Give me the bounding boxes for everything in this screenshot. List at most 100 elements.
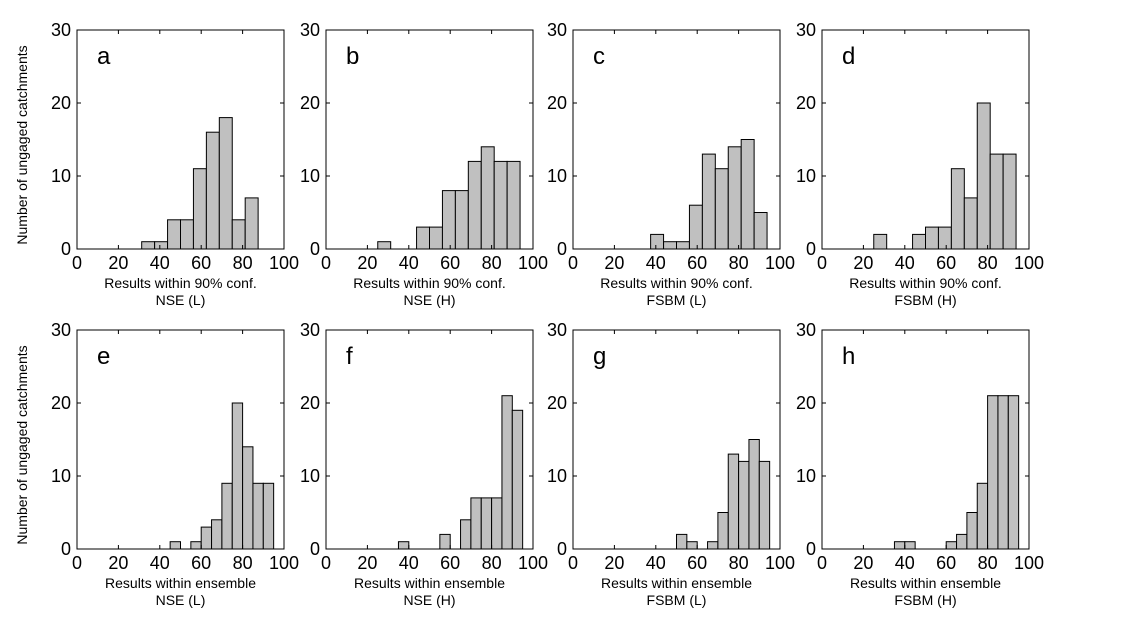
histogram-bar — [190, 541, 202, 550]
y-tick-label: 20 — [547, 93, 567, 113]
panel-letter: d — [842, 43, 855, 70]
x-tick-label: 80 — [978, 253, 998, 273]
histogram-bar — [439, 533, 451, 550]
histogram-bar — [506, 160, 521, 250]
plot-frame — [572, 29, 781, 250]
histogram-bar — [1002, 153, 1017, 250]
x-tick-label: 100 — [518, 553, 548, 573]
histogram-bar — [218, 117, 233, 250]
plot-frame — [76, 329, 285, 550]
x-tick-label: 100 — [765, 253, 795, 273]
histogram-bar — [180, 219, 194, 250]
panel-subtitle: FSBM (H) — [894, 292, 956, 308]
panel-c: 0 20 40 60 80 100 0 10 20 30 c Results within 90% c… — [547, 20, 795, 308]
y-tick-label: 0 — [557, 239, 567, 259]
x-axis-label: Results within 90% conf. — [104, 275, 257, 291]
y-tick-label: 0 — [310, 539, 320, 559]
histogram-bar — [738, 460, 750, 550]
histogram-bar — [467, 160, 482, 250]
x-tick-label: 100 — [1014, 553, 1044, 573]
y-tick-label: 30 — [51, 20, 71, 40]
x-tick-label: 0 — [321, 553, 331, 573]
plot-frame — [821, 29, 1030, 250]
histogram-bar — [262, 482, 275, 550]
panel-subtitle: NSE (L) — [156, 292, 206, 308]
y-tick-label: 10 — [51, 166, 71, 186]
histogram-bar — [987, 395, 999, 550]
histogram-bar — [480, 146, 495, 250]
histogram-bar — [663, 241, 677, 250]
histogram-bar — [231, 219, 246, 250]
histogram-bar — [748, 439, 760, 550]
x-tick-label: 60 — [687, 553, 707, 573]
panel-subtitle: NSE (H) — [403, 292, 455, 308]
y-tick-label: 20 — [51, 93, 71, 113]
histogram-bar — [966, 512, 978, 550]
histogram-bar — [200, 526, 213, 550]
histogram-bar — [211, 519, 223, 550]
histogram-bar — [873, 233, 888, 250]
panel-g: 0 20 40 60 80 100 0 10 20 30 g Results within ensem… — [547, 320, 795, 608]
x-tick-label: 20 — [853, 553, 873, 573]
histogram-bar — [707, 541, 719, 550]
histogram-bar — [167, 219, 181, 250]
x-tick-label: 100 — [269, 253, 299, 273]
panel-letter: a — [97, 43, 111, 70]
histogram-bar — [470, 497, 482, 550]
histogram-bar — [753, 212, 768, 250]
histogram-bar — [740, 139, 755, 250]
x-tick-label: 100 — [518, 253, 548, 273]
panel-f: 0 20 40 60 80 100 0 10 20 30 f Results within ensem… — [300, 320, 548, 608]
y-tick-label: 0 — [61, 239, 71, 259]
histogram-bar — [989, 153, 1004, 250]
y-tick-label: 20 — [300, 93, 320, 113]
y-tick-label: 30 — [51, 320, 71, 340]
x-tick-label: 20 — [604, 553, 624, 573]
histogram-bar — [377, 241, 392, 250]
panel-subtitle: FSBM (L) — [647, 292, 707, 308]
y-axis-label-bottom: Number of ungaged catchments — [14, 345, 30, 544]
histogram-bar — [686, 541, 698, 550]
x-tick-label: 20 — [357, 553, 377, 573]
panel-letter: h — [842, 343, 855, 370]
histogram-bar — [501, 395, 513, 550]
histogram-bar — [893, 541, 906, 550]
plot-frame — [325, 29, 534, 250]
panel-letter: g — [593, 343, 606, 370]
histogram-bar — [701, 153, 716, 250]
panel-d: 0 20 40 60 80 100 0 10 20 30 d Results within 90% c… — [796, 20, 1044, 308]
histogram-bar — [714, 168, 729, 250]
y-tick-label: 0 — [557, 539, 567, 559]
x-tick-label: 80 — [482, 553, 502, 573]
panel-letter: c — [593, 43, 605, 70]
x-tick-label: 0 — [817, 553, 827, 573]
histogram-bar — [912, 233, 926, 250]
x-tick-label: 80 — [978, 553, 998, 573]
x-tick-label: 80 — [729, 553, 749, 573]
x-tick-label: 40 — [399, 253, 419, 273]
histogram-bar — [727, 453, 740, 550]
histogram-bar — [976, 102, 991, 250]
panel-h: 0 20 40 60 80 100 0 10 20 30 h Results within ensem… — [796, 320, 1044, 608]
y-tick-label: 10 — [51, 466, 71, 486]
x-tick-label: 20 — [357, 253, 377, 273]
x-axis-label: Results within 90% conf. — [849, 275, 1002, 291]
histogram-bar — [429, 226, 443, 250]
histogram-bar — [141, 241, 156, 250]
y-tick-label: 20 — [796, 93, 816, 113]
y-tick-label: 10 — [300, 466, 320, 486]
histogram-bar — [997, 395, 1009, 550]
histogram-bar — [416, 226, 430, 250]
histogram-bar — [945, 541, 958, 550]
histogram-bar — [242, 446, 254, 550]
histogram-bar — [1007, 395, 1020, 550]
histogram-bar — [231, 402, 244, 550]
x-tick-label: 60 — [936, 553, 956, 573]
x-tick-label: 60 — [440, 253, 460, 273]
histogram-bar — [963, 197, 978, 250]
x-tick-label: 40 — [646, 253, 666, 273]
y-tick-label: 20 — [51, 393, 71, 413]
y-tick-label: 20 — [300, 393, 320, 413]
x-tick-label: 20 — [108, 553, 128, 573]
